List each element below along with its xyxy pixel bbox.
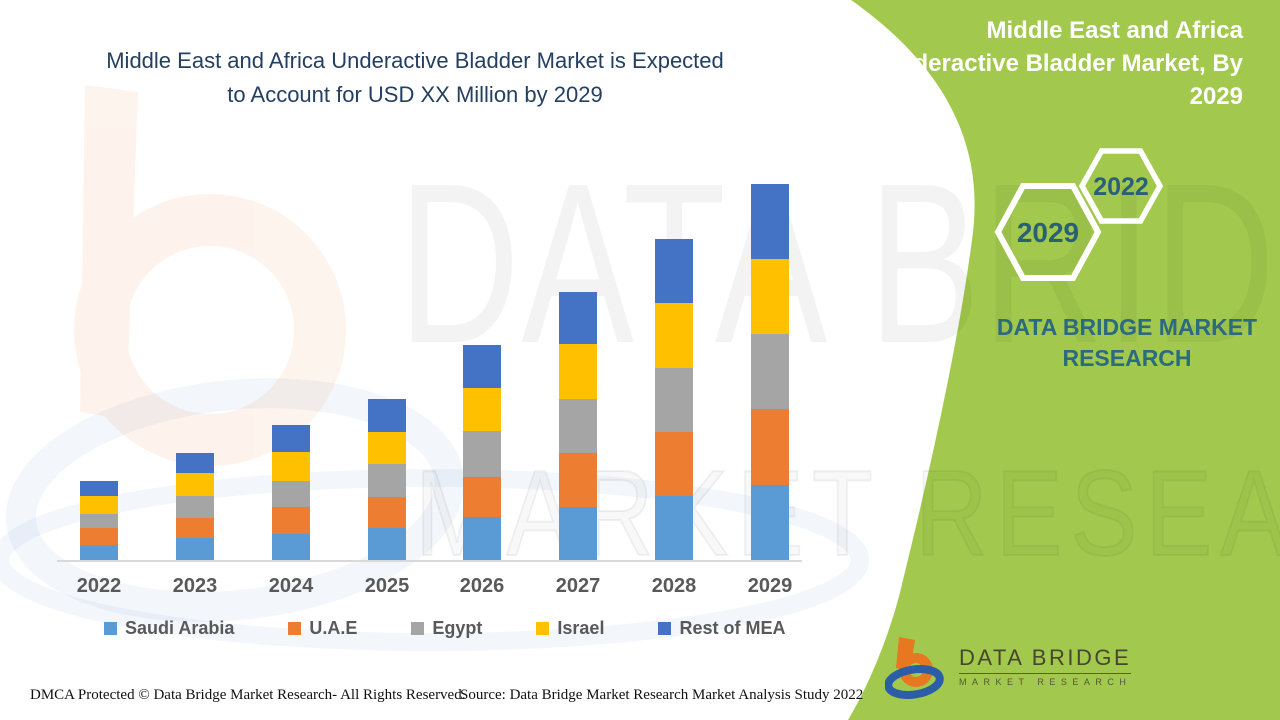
side-panel-title-line1: Middle East and Africa xyxy=(986,17,1244,44)
legend-label: Israel xyxy=(557,618,605,638)
bar-segment-saudi-arabia-2023 xyxy=(176,538,214,560)
brand-text-line1: DATA BRIDGE MARKET xyxy=(996,314,1258,340)
brand-text: DATA BRIDGE MARKET RESEARCH xyxy=(967,312,1280,374)
x-axis-label-2027: 2027 xyxy=(555,575,601,597)
bar-segment-israel-2026 xyxy=(463,388,501,431)
dmca-notice: DMCA Protected © Data Bridge Market Rese… xyxy=(30,687,466,703)
x-axis-label-2025: 2025 xyxy=(364,575,410,597)
hexagon-2022-badge: 2022 xyxy=(1078,148,1164,224)
side-panel-title-line3: 2029 xyxy=(1189,83,1243,110)
bar-segment-u-a-e-2025 xyxy=(368,497,406,528)
legend-item-rest-of-mea: Rest of MEA xyxy=(658,618,785,639)
bar-segment-u-a-e-2027 xyxy=(559,453,597,507)
bar-segment-rest-of-mea-2022 xyxy=(80,481,118,496)
bar-segment-rest-of-mea-2028 xyxy=(655,239,693,303)
hexagon-2022-year: 2022 xyxy=(1093,173,1149,201)
stacked-bar-2026 xyxy=(463,345,501,560)
stacked-bar-2023 xyxy=(176,453,214,560)
stacked-bar-2027 xyxy=(559,292,597,560)
x-axis-label-2028: 2028 xyxy=(651,575,697,597)
bar-segment-israel-2027 xyxy=(559,344,597,399)
bar-segment-rest-of-mea-2027 xyxy=(559,292,597,344)
x-axis-label-2023: 2023 xyxy=(172,575,218,597)
legend-swatch-icon xyxy=(104,622,117,635)
bar-segment-saudi-arabia-2027 xyxy=(559,507,597,560)
x-axis-line xyxy=(57,560,802,562)
data-bridge-logo: DATA BRIDGE MARKET RESEARCH xyxy=(885,633,1132,699)
bar-segment-saudi-arabia-2024 xyxy=(272,534,310,560)
legend-item-u-a-e: U.A.E xyxy=(288,618,357,639)
bar-segment-saudi-arabia-2026 xyxy=(463,517,501,560)
legend-label: Saudi Arabia xyxy=(125,618,235,638)
legend-item-israel: Israel xyxy=(536,618,604,639)
bar-segment-saudi-arabia-2025 xyxy=(368,528,406,560)
legend-item-egypt: Egypt xyxy=(411,618,482,639)
bar-segment-israel-2029 xyxy=(751,259,789,334)
bar-segment-egypt-2025 xyxy=(368,464,406,497)
x-axis-label-2029: 2029 xyxy=(747,575,793,597)
bar-segment-egypt-2022 xyxy=(80,514,118,528)
stacked-bar-2028 xyxy=(655,239,693,560)
bar-segment-egypt-2026 xyxy=(463,431,501,477)
bar-segment-israel-2025 xyxy=(368,432,406,464)
legend-item-saudi-arabia: Saudi Arabia xyxy=(104,618,234,639)
bar-segment-egypt-2028 xyxy=(655,368,693,432)
bar-segment-u-a-e-2024 xyxy=(272,507,310,534)
logo-name: DATA BRIDGE xyxy=(959,645,1132,674)
hexagon-badges: 2022 2029 xyxy=(994,148,1164,281)
bar-segment-egypt-2029 xyxy=(751,334,789,409)
data-bridge-logo-mark-icon xyxy=(885,637,944,699)
bar-segment-egypt-2023 xyxy=(176,496,214,518)
stacked-bar-2022 xyxy=(80,481,118,560)
logo-text-block: DATA BRIDGE MARKET RESEARCH xyxy=(959,645,1132,687)
bar-segment-rest-of-mea-2025 xyxy=(368,399,406,432)
side-panel-title: Middle East and Africa Underactive Bladd… xyxy=(823,14,1243,113)
legend-label: Egypt xyxy=(432,618,483,638)
legend-label: Rest of MEA xyxy=(679,618,786,638)
bar-segment-u-a-e-2026 xyxy=(463,477,501,517)
x-axis-label-2022: 2022 xyxy=(76,575,122,597)
bar-segment-u-a-e-2029 xyxy=(751,409,789,485)
stacked-bar-2025 xyxy=(368,399,406,560)
bar-segment-u-a-e-2028 xyxy=(655,432,693,496)
bar-segment-saudi-arabia-2029 xyxy=(751,485,789,560)
stacked-bar-2024 xyxy=(272,425,310,560)
stacked-bar-2029 xyxy=(751,184,789,560)
legend-swatch-icon xyxy=(536,622,550,635)
bar-segment-egypt-2024 xyxy=(272,481,310,507)
bar-segment-rest-of-mea-2023 xyxy=(176,453,214,473)
bar-segment-rest-of-mea-2024 xyxy=(272,425,310,452)
bar-segment-saudi-arabia-2022 xyxy=(80,545,118,560)
bar-segment-u-a-e-2023 xyxy=(176,518,214,538)
hexagon-2029-year: 2029 xyxy=(1017,217,1079,248)
chart-title-line2: to Account for USD XX Million by 2029 xyxy=(227,82,603,107)
bar-segment-israel-2023 xyxy=(176,473,214,496)
bar-segment-israel-2028 xyxy=(655,303,693,368)
side-panel-title-line2: Underactive Bladder Market, By xyxy=(881,50,1243,77)
chart-title-line1: Middle East and Africa Underactive Bladd… xyxy=(106,48,724,73)
legend-swatch-icon xyxy=(658,622,672,635)
bar-segment-rest-of-mea-2026 xyxy=(463,345,501,388)
legend-swatch-icon xyxy=(288,622,302,635)
bar-segment-israel-2022 xyxy=(80,496,118,514)
logo-subtitle: MARKET RESEARCH xyxy=(959,677,1132,687)
bar-segment-israel-2024 xyxy=(272,452,310,481)
brand-text-line2: RESEARCH xyxy=(1062,345,1192,371)
x-axis-label-2024: 2024 xyxy=(268,575,314,597)
hexagon-2029-badge: 2029 xyxy=(994,183,1102,281)
chart-title: Middle East and Africa Underactive Bladd… xyxy=(60,44,770,112)
x-axis-label-2026: 2026 xyxy=(459,575,505,597)
legend-swatch-icon xyxy=(411,622,425,635)
bar-segment-u-a-e-2022 xyxy=(80,528,118,545)
source-note: Source: Data Bridge Market Research Mark… xyxy=(460,687,864,703)
legend-label: U.A.E xyxy=(309,618,358,638)
bar-segment-rest-of-mea-2029 xyxy=(751,184,789,259)
bar-segment-saudi-arabia-2028 xyxy=(655,496,693,560)
chart-legend: Saudi Arabia U.A.E Egypt Israel Rest of MEA xyxy=(104,618,785,639)
bar-segment-egypt-2027 xyxy=(559,399,597,453)
